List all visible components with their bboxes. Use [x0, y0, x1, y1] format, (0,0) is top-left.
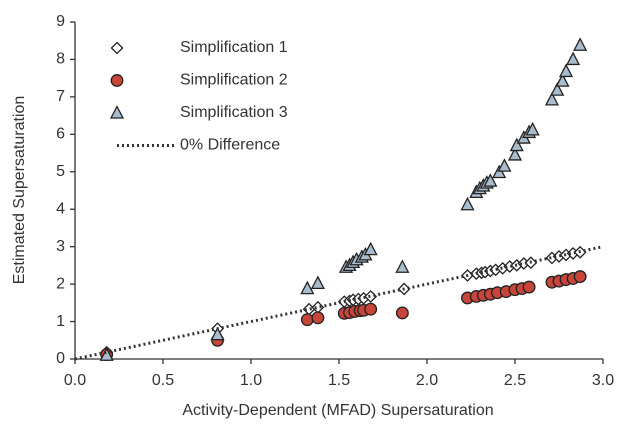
- x-tick-label: 2.5: [504, 372, 526, 389]
- y-tick-label: 3: [56, 238, 65, 255]
- legend-label: 0% Difference: [180, 137, 280, 154]
- point: [497, 158, 512, 172]
- y-tick-label: 7: [56, 88, 65, 105]
- point: [310, 275, 325, 290]
- x-tick-label: 2.0: [416, 372, 438, 389]
- y-tick-label: 4: [56, 200, 65, 217]
- point: [363, 241, 378, 256]
- point: [573, 37, 588, 51]
- point: [364, 302, 378, 316]
- y-axis-label: Estimated Supersaturation: [11, 96, 28, 285]
- x-tick-label: 3.0: [592, 372, 614, 389]
- point: [395, 306, 409, 320]
- y-tick-label: 1: [56, 313, 65, 330]
- x-tick-label: 0.0: [64, 372, 86, 389]
- y-tick-label: 8: [56, 51, 65, 68]
- point: [550, 82, 565, 96]
- point: [507, 147, 523, 161]
- y-tick-label: 2: [56, 275, 65, 292]
- point: [509, 137, 524, 152]
- point: [558, 63, 574, 78]
- point: [522, 280, 536, 294]
- point: [300, 313, 314, 327]
- point: [300, 280, 315, 295]
- x-tick-label: 1.0: [240, 372, 262, 389]
- point: [544, 91, 560, 106]
- x-axis-label: Activity-Dependent (MFAD) Supersaturatio…: [182, 402, 493, 419]
- legend-label: Simplification 2: [180, 72, 288, 89]
- y-tick-label: 9: [56, 13, 65, 30]
- x-tick-label: 1.5: [328, 372, 350, 389]
- legend-marker: [109, 105, 125, 119]
- point: [311, 300, 325, 314]
- point: [460, 196, 475, 211]
- legend-label: Simplification 1: [180, 39, 288, 56]
- y-tick-label: 6: [56, 126, 65, 143]
- legend-marker: [110, 74, 124, 87]
- point: [555, 73, 570, 87]
- point: [99, 347, 114, 361]
- legend-marker: [110, 41, 124, 55]
- point: [483, 173, 498, 187]
- point: [311, 311, 325, 325]
- point: [566, 51, 581, 66]
- legend-label: Simplification 3: [180, 104, 288, 121]
- point: [395, 259, 410, 273]
- y-tick-label: 5: [56, 163, 65, 180]
- point: [573, 270, 587, 284]
- x-tick-label: 0.5: [152, 372, 174, 389]
- point: [210, 326, 225, 341]
- point: [525, 121, 540, 136]
- y-tick-label: 0: [56, 350, 65, 367]
